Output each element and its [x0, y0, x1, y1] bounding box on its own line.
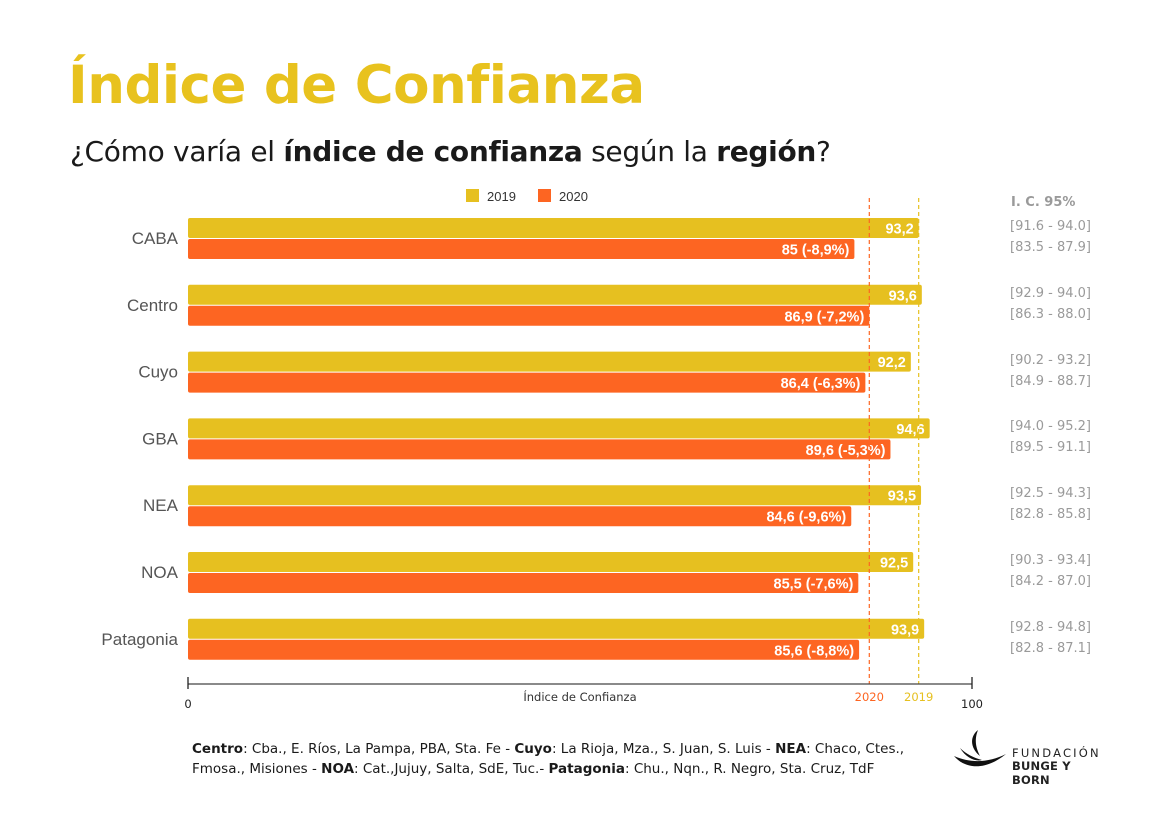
bar-2019	[188, 351, 911, 372]
data-label-2019: 93,5	[888, 489, 916, 505]
footnote-part: : Chu., Nqn., R. Negro, Sta. Cruz, TdF	[624, 761, 875, 777]
ci-header: I. C. 95%	[1011, 195, 1076, 210]
ci-value-2019: [90.3 - 93.4]	[1010, 553, 1091, 568]
footnote-part: : Chaco, Ctes., Fmosa., Misiones -	[192, 741, 905, 777]
category-label: GBA	[142, 429, 179, 448]
bar-2020	[188, 239, 855, 259]
category-label: NOA	[141, 563, 179, 582]
ci-value-2020: [84.9 - 88.7]	[1010, 373, 1091, 389]
subtitle-part: ?	[816, 135, 831, 168]
data-label-2019: 92,5	[880, 556, 908, 572]
page-title: Índice de Confianza	[68, 55, 645, 116]
reference-label-2020: 2020	[855, 690, 884, 704]
data-label-2020: 86,9 (-7,2%)	[784, 309, 864, 325]
footnote-part: : Cat.,Jujuy, Salta, SdE, Tuc.-	[354, 761, 549, 777]
reference-label-2019: 2019	[904, 690, 933, 704]
ci-value-2020: [86.3 - 88.0]	[1010, 306, 1091, 322]
bar-2019	[188, 485, 922, 506]
data-label-2020: 85,5 (-7,6%)	[774, 577, 854, 593]
category-label: CABA	[132, 229, 179, 248]
flame-leaf-icon	[954, 730, 1006, 767]
data-label-2019: 93,9	[891, 622, 919, 638]
bar-2019	[188, 552, 914, 572]
bar-2019	[188, 218, 919, 238]
bar-2020	[188, 573, 859, 593]
bar-2019	[188, 618, 925, 639]
data-label-2019: 94,6	[896, 422, 924, 438]
footnote-part: Centro	[192, 741, 244, 757]
fundacion-logo: FUNDACIÓN BUNGE Y BORN	[950, 728, 1110, 787]
category-label: Centro	[127, 296, 178, 315]
data-label-2020: 86,4 (-6,3%)	[781, 376, 861, 392]
category-label: NEA	[143, 496, 179, 515]
logo-line-2: BUNGE Y BORN	[1012, 759, 1071, 787]
category-label: Cuyo	[138, 363, 178, 382]
ci-value-2020: [83.5 - 87.9]	[1010, 240, 1091, 255]
legend-label-2020: 2020	[559, 189, 588, 204]
ci-value-2019: [94.0 - 95.2]	[1010, 419, 1091, 435]
data-label-2019: 92,2	[878, 355, 906, 371]
x-tick-label: 100	[961, 697, 983, 711]
region-footnote: Centro: Cba., E. Ríos, La Pampa, PBA, St…	[192, 739, 932, 779]
bar-2020	[188, 372, 866, 393]
logo-line-1: FUNDACIÓN	[1012, 746, 1101, 760]
footnote-part: Cuyo	[514, 741, 552, 757]
bar-2020	[188, 506, 852, 527]
data-label-2020: 89,6 (-5,3%)	[806, 443, 886, 459]
legend-swatch-2020	[538, 189, 551, 202]
data-label-2019: 93,2	[885, 222, 913, 238]
ci-value-2019: [90.2 - 93.2]	[1010, 352, 1091, 368]
bar-2019	[188, 418, 930, 439]
bar-2020	[188, 439, 891, 460]
footnote-part: NOA	[321, 761, 355, 777]
data-label-2019: 93,6	[889, 288, 917, 304]
bar-2020	[188, 639, 860, 660]
ci-value-2019: [92.8 - 94.8]	[1010, 619, 1091, 635]
footnote-part: NEA	[775, 741, 807, 757]
subtitle-part: región	[716, 135, 817, 168]
ci-value-2020: [82.8 - 85.8]	[1010, 507, 1091, 523]
ci-value-2019: [91.6 - 94.0]	[1010, 219, 1091, 234]
footnote-part: Patagonia	[548, 761, 625, 777]
data-label-2020: 84,6 (-9,6%)	[766, 510, 846, 526]
ci-value-2020: [84.2 - 87.0]	[1010, 574, 1091, 589]
footnote-part: : La Rioja, Mza., S. Juan, S. Luis -	[551, 741, 776, 757]
legend-label-2019: 2019	[487, 189, 516, 204]
subtitle-part: según la	[582, 135, 717, 168]
category-label: Patagonia	[101, 630, 178, 649]
footnote-part: : Cba., E. Ríos, La Pampa, PBA, Sta. Fe …	[243, 741, 515, 757]
data-label-2020: 85,6 (-8,8%)	[774, 643, 854, 659]
bar-2019	[188, 284, 922, 305]
ci-value-2020: [89.5 - 91.1]	[1010, 440, 1091, 456]
x-axis-title: Índice de Confianza	[523, 689, 636, 704]
page-subtitle: ¿Cómo varía el índice de confianza según…	[70, 135, 831, 168]
subtitle-part: ¿Cómo varía el	[70, 135, 284, 168]
data-label-2020: 85 (-8,9%)	[782, 243, 850, 259]
x-tick-label: 0	[184, 697, 191, 711]
bar-2020	[188, 305, 870, 326]
subtitle-part: índice de confianza	[283, 135, 583, 168]
ci-value-2020: [82.8 - 87.1]	[1010, 640, 1091, 656]
legend-swatch-2019	[466, 189, 479, 202]
ci-value-2019: [92.5 - 94.3]	[1010, 486, 1091, 502]
ci-value-2019: [92.9 - 94.0]	[1010, 285, 1091, 301]
